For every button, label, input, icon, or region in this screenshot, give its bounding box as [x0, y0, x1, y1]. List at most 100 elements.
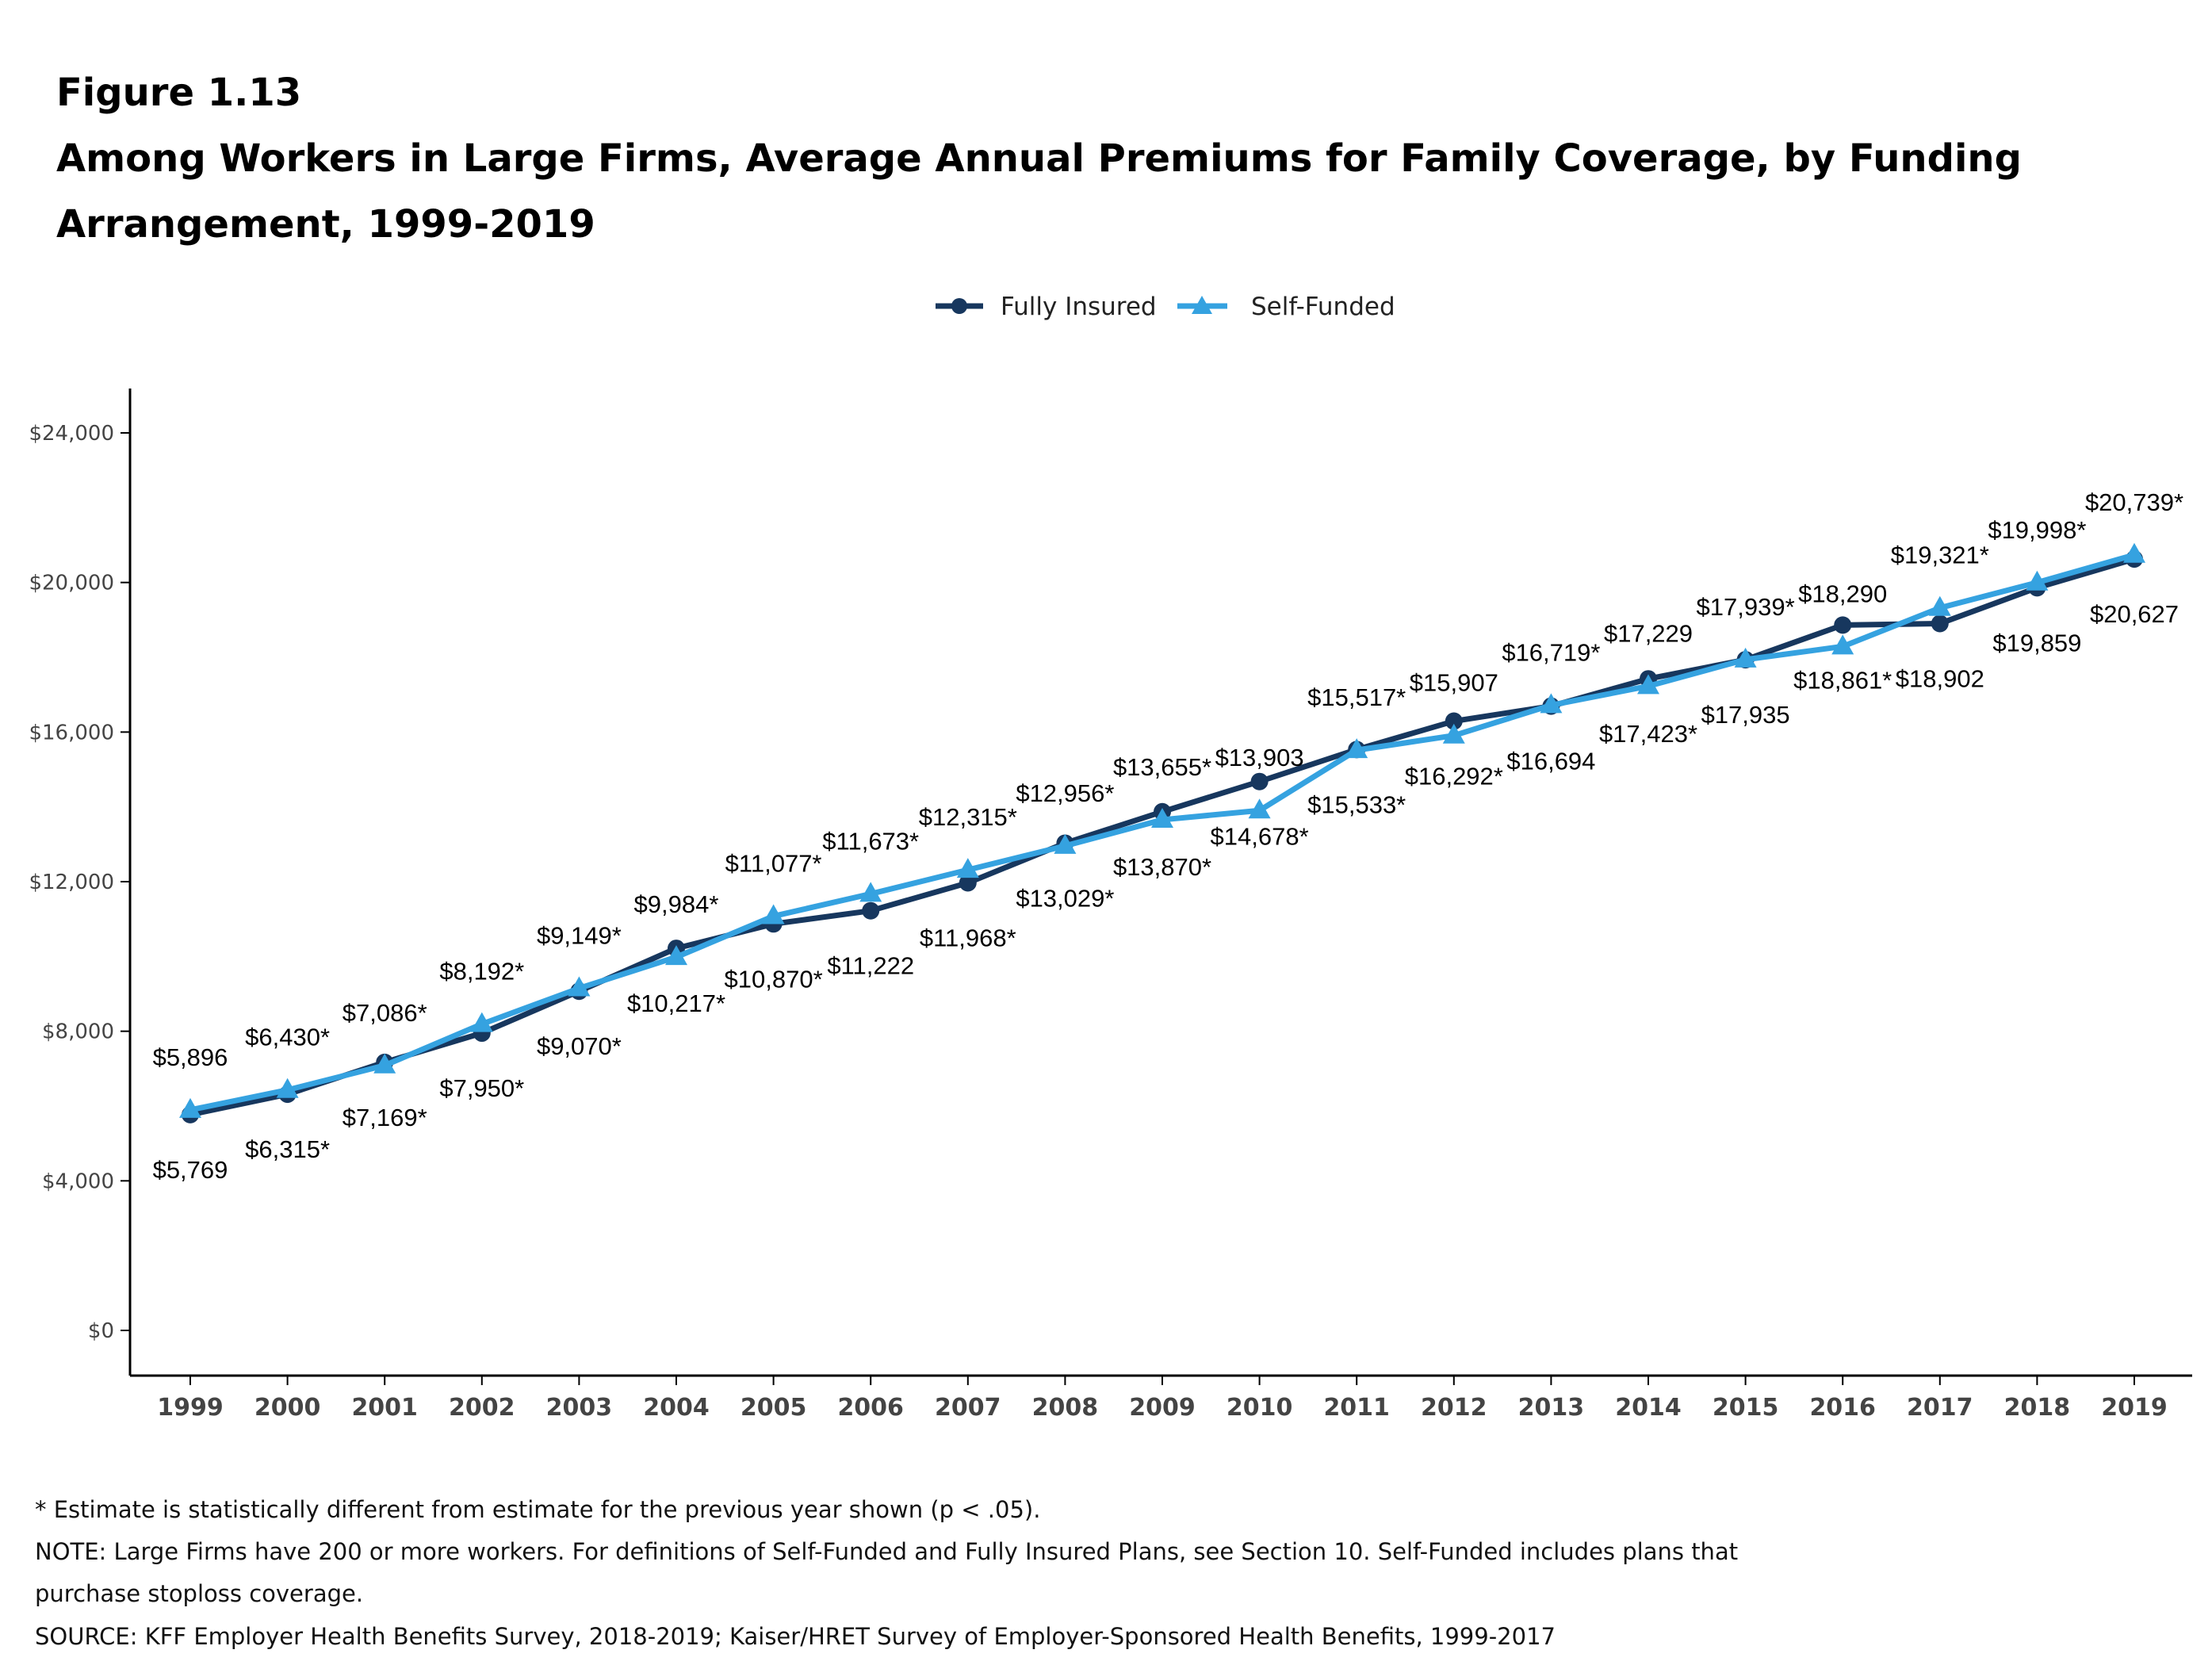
y-tick-label: $12,000	[29, 871, 114, 894]
data-label-self-funded: $17,939*	[1697, 593, 1795, 621]
x-tick-label: 2013	[1518, 1394, 1585, 1422]
data-label-self-funded: $17,229	[1604, 619, 1693, 647]
data-label-self-funded: $15,907	[1410, 669, 1498, 697]
legend-marker-triangle-icon	[1192, 296, 1212, 314]
data-point-self-funded	[1151, 807, 1173, 828]
data-label-self-funded: $8,192*	[439, 958, 524, 986]
footnote-note-continued: purchase stoploss coverage.	[35, 1580, 363, 1607]
y-tick-label: $8,000	[42, 1020, 114, 1044]
data-point-self-funded	[762, 904, 785, 924]
data-label-self-funded: $19,321*	[1891, 542, 1989, 569]
x-tick-label: 1999	[157, 1394, 224, 1422]
data-label-self-funded: $19,998*	[1988, 516, 2086, 544]
data-point-self-funded	[2026, 570, 2049, 591]
legend-item-fully-insured: Fully Insured	[936, 293, 1157, 321]
x-tick-label: 2003	[546, 1394, 613, 1422]
data-label-self-funded: $11,673*	[822, 827, 919, 855]
footnote-note: NOTE: Large Firms have 200 or more worke…	[35, 1538, 1738, 1565]
data-label-fully-insured: $20,627	[2090, 600, 2179, 628]
y-tick-label: $24,000	[29, 422, 114, 446]
data-label-fully-insured: $6,315*	[245, 1135, 330, 1163]
data-point-fully-insured	[862, 901, 880, 920]
data-label-fully-insured: $7,169*	[343, 1104, 427, 1131]
data-label-fully-insured: $18,902	[1896, 664, 1984, 692]
data-point-self-funded	[1345, 738, 1368, 759]
x-tick-label: 2019	[2101, 1394, 2168, 1422]
data-point-fully-insured	[1834, 616, 1852, 634]
data-label-fully-insured: $13,029*	[1016, 884, 1114, 912]
x-tick-label: 2014	[1615, 1394, 1682, 1422]
x-tick-label: 2009	[1129, 1394, 1196, 1422]
x-tick-label: 2012	[1421, 1394, 1487, 1422]
y-tick-label: $20,000	[29, 572, 114, 595]
footnote-source: SOURCE: KFF Employer Health Benefits Sur…	[35, 1623, 1556, 1650]
data-point-self-funded	[956, 858, 979, 878]
data-label-self-funded: $9,984*	[634, 890, 719, 918]
footnote-significance: * Estimate is statistically different fr…	[35, 1496, 1040, 1523]
x-tick-label: 2004	[643, 1394, 710, 1422]
data-label-fully-insured: $18,861*	[1793, 666, 1892, 694]
data-point-self-funded	[859, 882, 882, 902]
data-point-self-funded	[276, 1077, 299, 1098]
series	[179, 542, 2145, 1123]
data-point-self-funded	[470, 1012, 493, 1032]
data-label-fully-insured: $17,935	[1701, 701, 1790, 729]
data-point-self-funded	[665, 945, 687, 966]
data-point-self-funded	[1442, 723, 1465, 744]
legend-label-self-funded: Self-Funded	[1251, 293, 1395, 321]
data-label-self-funded: $12,315*	[919, 803, 1017, 831]
data-point-self-funded	[1831, 634, 1854, 655]
data-point-self-funded	[373, 1053, 396, 1074]
y-tick-label: $4,000	[42, 1169, 114, 1193]
data-label-fully-insured: $7,950*	[439, 1074, 524, 1102]
data-point-fully-insured	[1931, 614, 1949, 633]
data-point-fully-insured	[1445, 712, 1463, 730]
chart-title-line-1: Among Workers in Large Firms, Average An…	[56, 136, 2022, 181]
y-ticks: $0 $4,000 $8,000 $12,000 $16,000 $20,000 $24,0…	[29, 422, 130, 1343]
legend-marker-circle-icon	[951, 298, 967, 314]
data-point-self-funded	[2123, 542, 2145, 563]
data-label-self-funded: $9,149*	[537, 921, 622, 949]
data-point-self-funded	[1928, 595, 1951, 616]
y-tick-label: $16,000	[29, 721, 114, 744]
data-label-fully-insured: $16,292*	[1405, 763, 1503, 790]
data-label-fully-insured: $11,222	[827, 952, 914, 980]
data-point-self-funded	[568, 976, 591, 997]
x-tick-label: 2008	[1032, 1394, 1099, 1422]
x-tick-label: 2015	[1713, 1394, 1779, 1422]
data-label-fully-insured: $9,070*	[537, 1032, 622, 1060]
data-label-self-funded: $16,719*	[1502, 638, 1600, 666]
y-tick-label: $0	[88, 1319, 114, 1343]
data-label-self-funded: $11,077*	[725, 850, 822, 878]
data-point-self-funded	[1248, 798, 1271, 819]
data-point-self-funded	[1540, 693, 1563, 714]
data-label-self-funded: $12,956*	[1016, 779, 1114, 807]
data-label-self-funded: $20,739*	[2085, 488, 2183, 516]
x-tick-label: 2016	[1809, 1394, 1876, 1422]
x-tick-label: 2002	[449, 1394, 515, 1422]
x-tick-label: 2006	[837, 1394, 904, 1422]
data-point-self-funded	[179, 1097, 201, 1118]
x-tick-label: 2017	[1907, 1394, 1973, 1422]
data-label-fully-insured: $16,694	[1506, 748, 1595, 775]
data-label-fully-insured: $19,859	[1992, 629, 2081, 656]
figure-label: Figure 1.13	[56, 71, 301, 115]
legend: Fully Insured Self-Funded	[936, 293, 1395, 321]
data-point-fully-insured	[959, 874, 977, 892]
x-tick-label: 2005	[741, 1394, 807, 1422]
x-tick-label: 2018	[2004, 1394, 2071, 1422]
data-label-self-funded: $5,896	[153, 1043, 228, 1071]
data-label-fully-insured: $15,533*	[1307, 790, 1406, 818]
data-point-fully-insured	[1250, 772, 1269, 790]
data-label-self-funded: $13,903	[1215, 744, 1304, 771]
axes	[128, 388, 2192, 1377]
data-label-fully-insured: $13,870*	[1113, 853, 1211, 881]
data-label-fully-insured: $10,217*	[627, 989, 725, 1017]
data-label-fully-insured: $10,870*	[725, 965, 823, 993]
x-tick-label: 2007	[935, 1394, 1001, 1422]
x-ticks: 1999 2000 2001 2002 2003 2004 2005 2006 2007 2008…	[157, 1376, 2168, 1422]
legend-label-fully-insured: Fully Insured	[1001, 293, 1157, 321]
data-point-self-funded	[1734, 647, 1757, 668]
chart-title-line-2: Arrangement, 1999-2019	[56, 202, 595, 247]
